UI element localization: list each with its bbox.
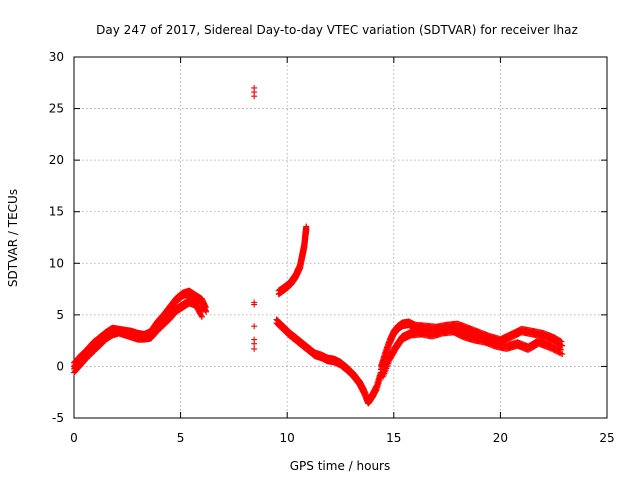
data-point (548, 342, 555, 349)
plot-frame (73, 56, 608, 419)
x-tick-label: 15 (386, 431, 401, 445)
y-tick-label: 25 (49, 102, 64, 116)
y-tick-label: 5 (56, 308, 64, 322)
x-tick-label: 20 (493, 431, 508, 445)
x-tick-labels: 0 5 10 15 20 25 (70, 431, 614, 445)
data-point (559, 351, 566, 358)
data-point (251, 301, 258, 308)
y-tick-label: 15 (49, 205, 64, 219)
data-point (251, 345, 258, 352)
data-point (546, 341, 553, 348)
chart-title: Day 247 of 2017, Sidereal Day-to-day VTE… (96, 23, 578, 37)
x-axis-label: GPS time / hours (290, 459, 391, 473)
data-point (550, 343, 557, 350)
y-tick-label: 0 (56, 359, 64, 373)
data-points (71, 84, 566, 407)
data-point (555, 345, 562, 352)
data-point (556, 346, 563, 353)
data-point (554, 344, 561, 351)
data-point (251, 340, 258, 347)
axes (73, 56, 608, 419)
data-point (552, 344, 559, 351)
data-point (198, 309, 205, 316)
data-point (558, 338, 565, 345)
data-point (303, 226, 310, 233)
data-point (551, 343, 558, 350)
data-point (251, 93, 258, 100)
data-point (198, 313, 205, 320)
y-axis-label: SDTVAR / TECUs (6, 189, 20, 287)
x-tick-label: 10 (280, 431, 295, 445)
x-tick-label: 0 (70, 431, 78, 445)
y-tick-label: 20 (49, 153, 64, 167)
data-point (251, 323, 258, 330)
grid-lines (74, 57, 607, 418)
x-tick-label: 25 (599, 431, 614, 445)
data-point (557, 346, 564, 353)
y-tick-label: 10 (49, 256, 64, 270)
y-tick-labels: -5 0 5 10 15 20 25 30 (49, 50, 64, 425)
data-point (559, 342, 566, 349)
data-point (547, 341, 554, 348)
y-tick-label: 30 (49, 50, 64, 64)
data-point (197, 308, 204, 315)
x-tick-label: 5 (177, 431, 185, 445)
y-tick-label: -5 (52, 411, 64, 425)
